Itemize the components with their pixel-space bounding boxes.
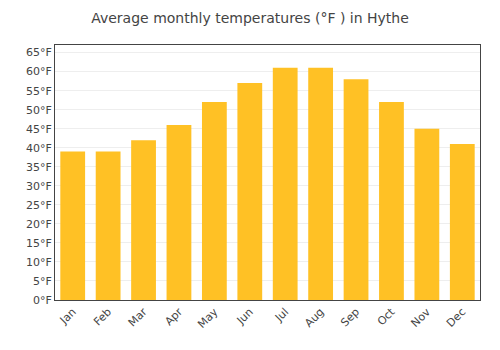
svg-text:55°F: 55°F bbox=[26, 85, 52, 98]
svg-text:Oct: Oct bbox=[375, 305, 398, 328]
svg-text:15°F: 15°F bbox=[26, 237, 52, 250]
svg-text:Nov: Nov bbox=[409, 305, 434, 330]
svg-text:Jun: Jun bbox=[234, 305, 256, 327]
svg-text:Jan: Jan bbox=[57, 306, 79, 328]
svg-text:Feb: Feb bbox=[91, 306, 114, 329]
svg-text:30°F: 30°F bbox=[26, 180, 52, 193]
svg-text:65°F: 65°F bbox=[26, 46, 52, 59]
svg-text:40°F: 40°F bbox=[26, 142, 52, 155]
svg-text:Apr: Apr bbox=[162, 305, 185, 328]
svg-text:Average monthly temperatures (: Average monthly temperatures (°F ) in Hy… bbox=[91, 10, 409, 26]
svg-text:Aug: Aug bbox=[302, 306, 326, 330]
svg-text:20°F: 20°F bbox=[26, 218, 52, 231]
svg-text:25°F: 25°F bbox=[26, 199, 52, 212]
svg-text:10°F: 10°F bbox=[26, 256, 52, 269]
svg-text:Mar: Mar bbox=[126, 305, 150, 329]
svg-text:Sep: Sep bbox=[338, 306, 362, 330]
svg-text:60°F: 60°F bbox=[26, 65, 52, 78]
svg-text:45°F: 45°F bbox=[26, 123, 52, 136]
svg-text:50°F: 50°F bbox=[26, 104, 52, 117]
svg-text:35°F: 35°F bbox=[26, 161, 52, 174]
svg-text:May: May bbox=[195, 305, 221, 331]
svg-text:5°F: 5°F bbox=[33, 275, 52, 288]
svg-text:Jul: Jul bbox=[272, 306, 291, 325]
svg-text:0°F: 0°F bbox=[33, 294, 52, 307]
svg-text:Dec: Dec bbox=[444, 306, 468, 330]
